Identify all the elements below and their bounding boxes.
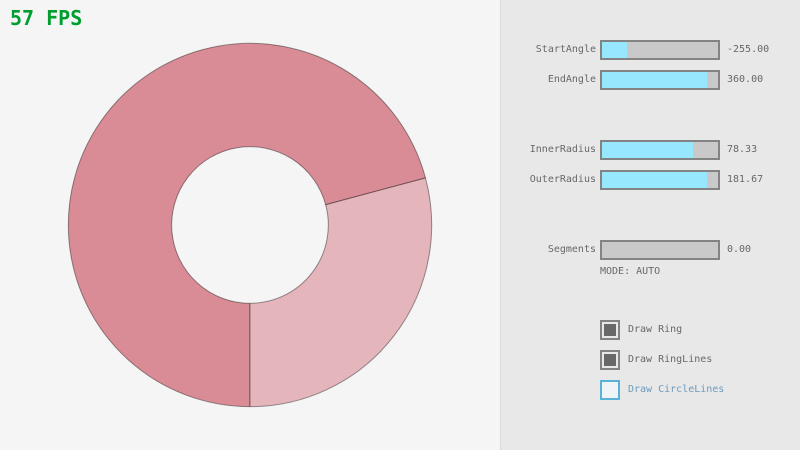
segments-value: 0.00 [727, 244, 752, 255]
draw-circlelines-label: Draw CircleLines [628, 384, 725, 395]
outer-radius-label: OuterRadius [529, 174, 596, 185]
ring-canvas [67, 42, 433, 408]
checkmark-icon [604, 354, 616, 366]
inner-radius-row: InnerRadius 78.33 [0, 140, 800, 160]
end-angle-slider[interactable] [600, 70, 720, 90]
end-angle-value: 360.00 [727, 74, 764, 85]
segments-slider[interactable] [600, 240, 720, 260]
draw-ring-checkbox[interactable] [600, 320, 620, 340]
draw-ringlines-row: Draw RingLines [0, 350, 800, 370]
end-angle-row: EndAngle 360.00 [0, 70, 800, 90]
segments-label: Segments [547, 244, 596, 255]
inner-radius-slider-fill [602, 142, 693, 158]
checkmark-icon [604, 324, 616, 336]
inner-radius-label: InnerRadius [529, 144, 596, 155]
draw-circlelines-row: Draw CircleLines [0, 380, 800, 400]
start-angle-slider-fill [602, 42, 628, 58]
segments-row: Segments 0.00 [0, 240, 800, 260]
ring-single-sector [249, 177, 433, 408]
outer-radius-slider[interactable] [600, 170, 720, 190]
inner-radius-value: 78.33 [727, 144, 758, 155]
mode-label: MODE: AUTO [600, 266, 661, 277]
outer-radius-row: OuterRadius 181.67 [0, 170, 800, 190]
inner-radius-slider[interactable] [600, 140, 720, 160]
draw-ring-label: Draw Ring [628, 324, 683, 335]
ring-overlap-sector [67, 42, 427, 408]
draw-circlelines-checkbox[interactable] [600, 380, 620, 400]
outer-radius-value: 181.67 [727, 174, 764, 185]
outer-radius-slider-fill [602, 172, 708, 188]
start-angle-value: -255.00 [727, 44, 770, 55]
fps-counter: 57 FPS [10, 6, 83, 30]
draw-ringlines-label: Draw RingLines [628, 354, 713, 365]
start-angle-slider[interactable] [600, 40, 720, 60]
start-angle-label: StartAngle [535, 44, 596, 55]
end-angle-slider-fill [602, 72, 707, 88]
draw-ringlines-checkbox[interactable] [600, 350, 620, 370]
draw-ring-row: Draw Ring [0, 320, 800, 340]
start-angle-row: StartAngle -255.00 [0, 40, 800, 60]
end-angle-label: EndAngle [547, 74, 596, 85]
